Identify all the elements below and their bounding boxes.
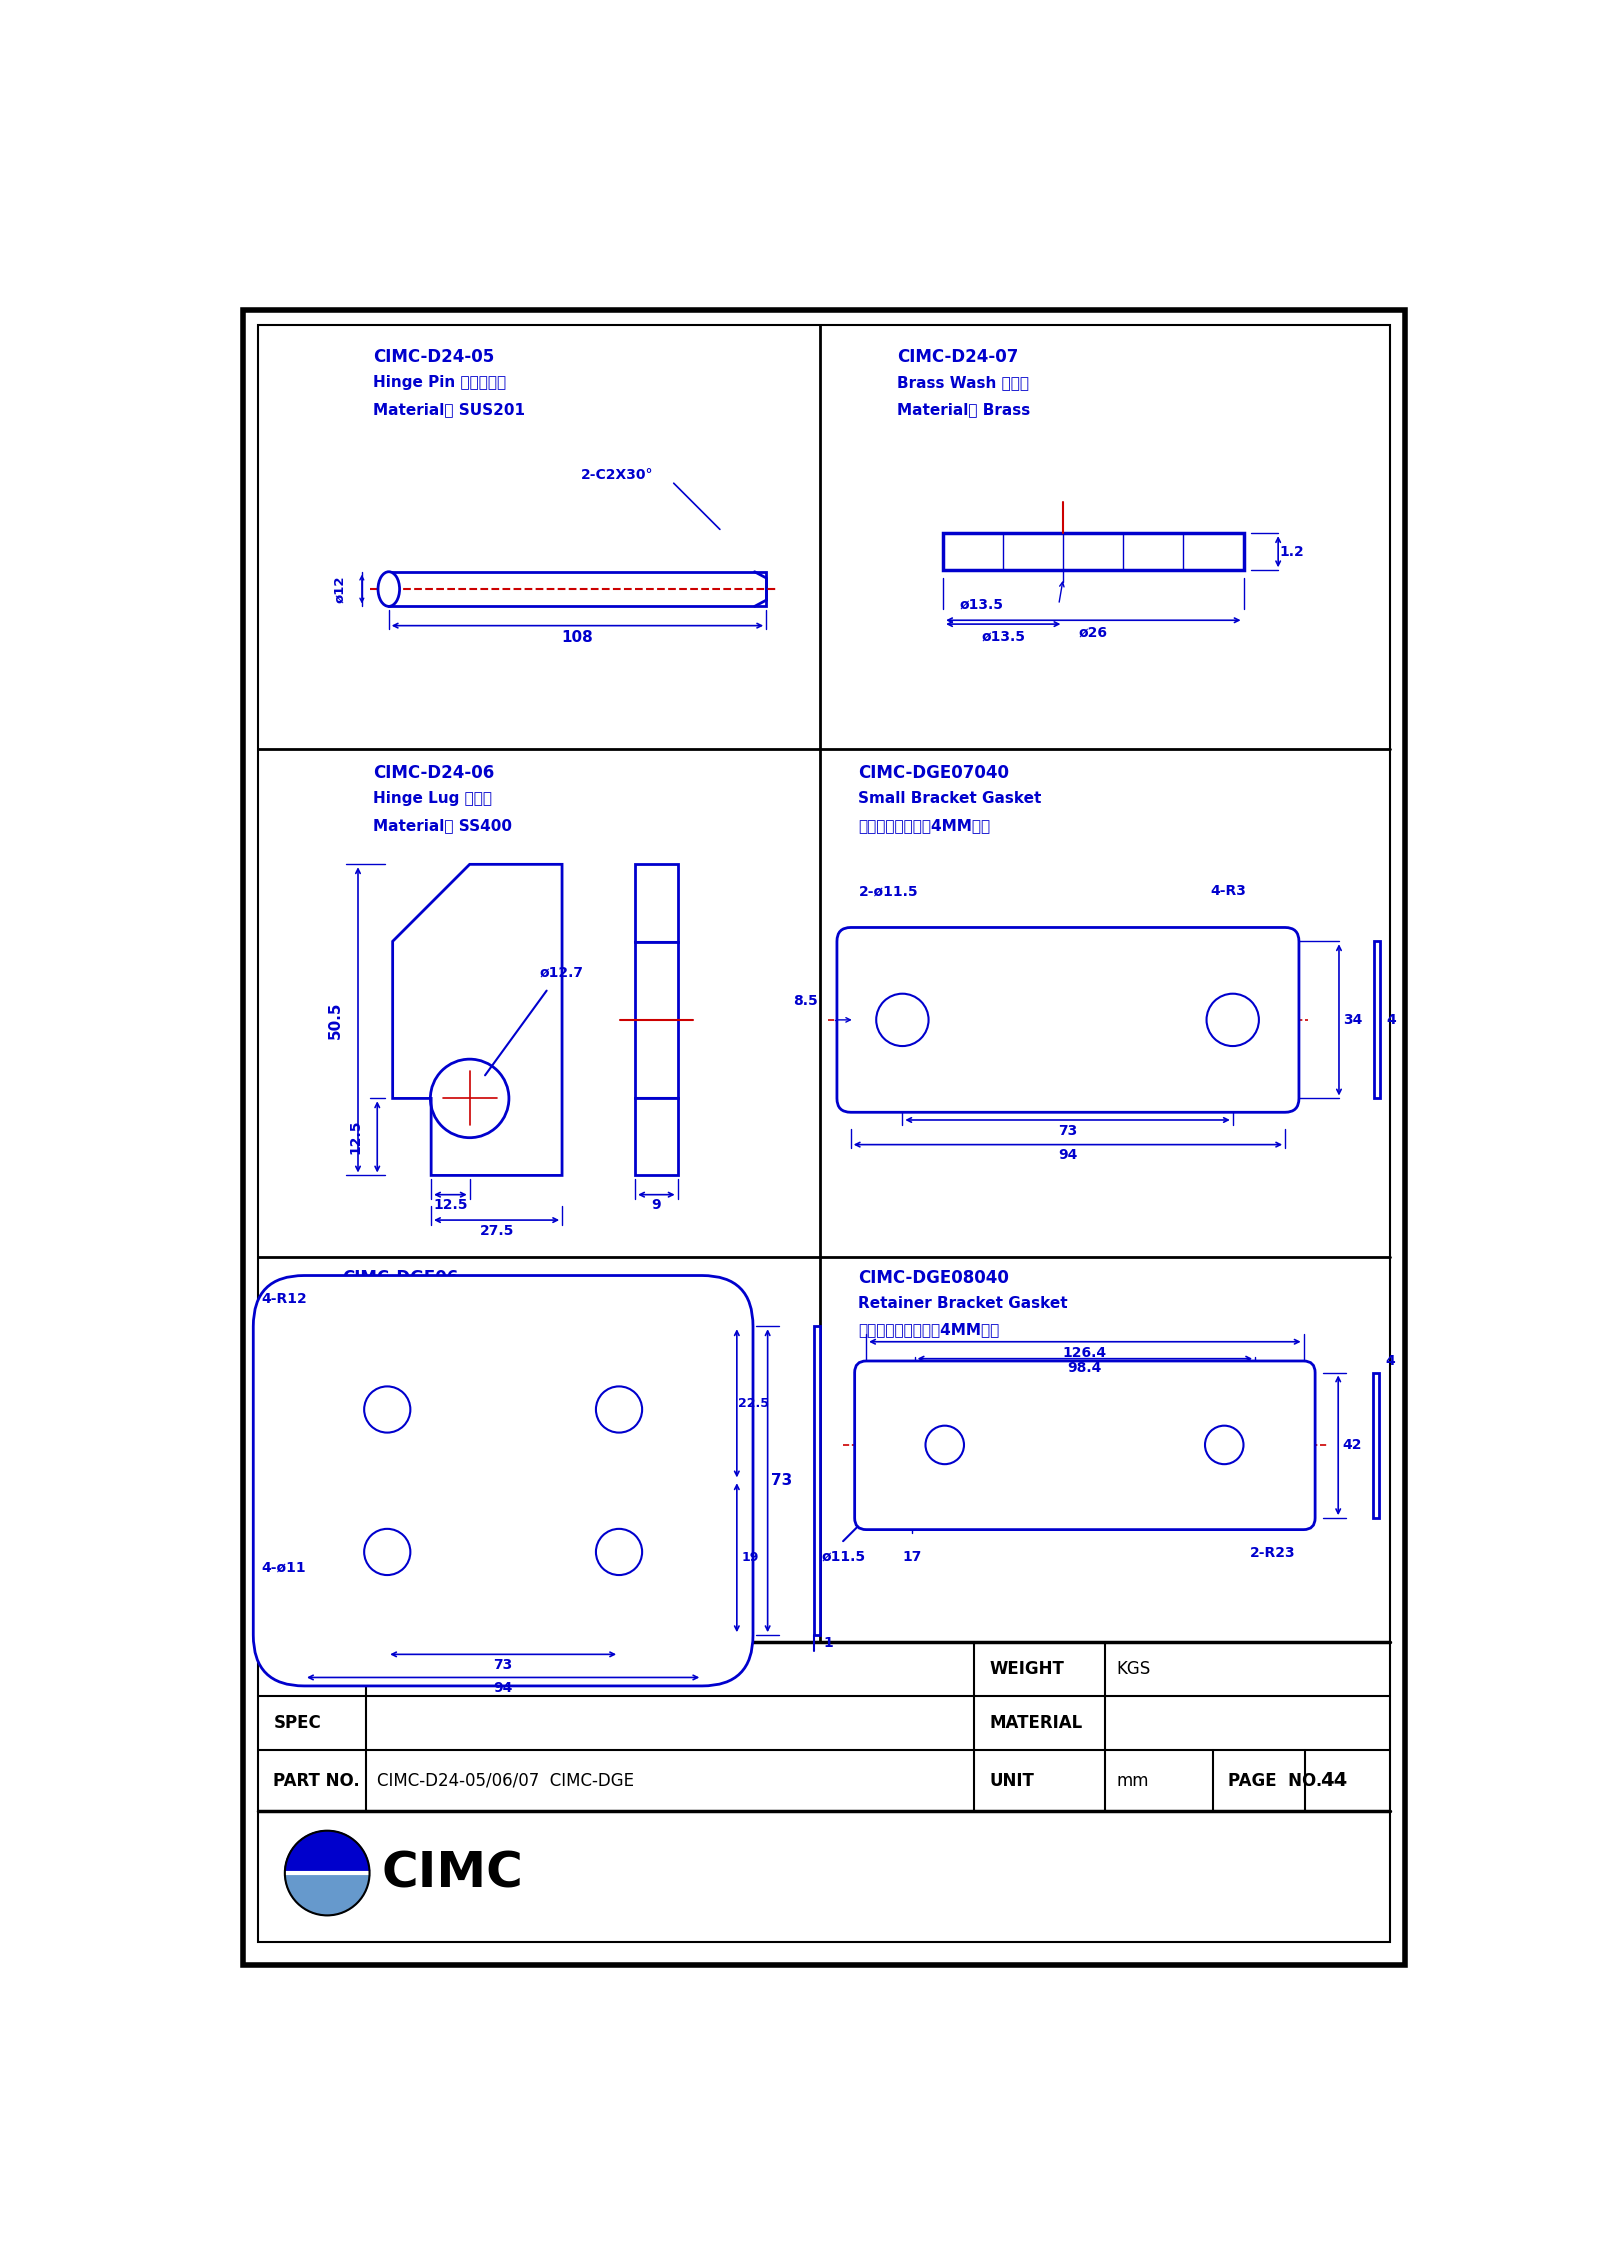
Text: 9: 9: [651, 1199, 661, 1212]
Text: 22.5: 22.5: [738, 1398, 770, 1409]
Text: 94: 94: [1058, 1149, 1078, 1163]
Text: 94: 94: [493, 1681, 514, 1694]
Text: ø12.7: ø12.7: [539, 966, 582, 979]
Text: KGS: KGS: [1117, 1660, 1150, 1678]
Text: 50.5: 50.5: [328, 1002, 342, 1038]
Ellipse shape: [378, 572, 400, 606]
Text: 98.4: 98.4: [1067, 1362, 1102, 1375]
Text: 12.5: 12.5: [349, 1120, 363, 1154]
Text: 42: 42: [1342, 1439, 1362, 1452]
Text: CIMC-D24-06: CIMC-D24-06: [373, 765, 494, 783]
Text: MATERIAL: MATERIAL: [989, 1715, 1083, 1733]
Text: 通用笱小托架垫（4MM厚）: 通用笱小托架垫（4MM厚）: [859, 819, 990, 832]
Text: 1.2: 1.2: [1280, 545, 1304, 559]
Bar: [944, 534, 1243, 570]
Text: 4-R3: 4-R3: [1211, 884, 1246, 898]
Text: 1: 1: [824, 1635, 834, 1649]
Text: 17: 17: [902, 1549, 922, 1563]
Text: 大托架垫: 大托架垫: [342, 1323, 379, 1337]
Text: 4-R12: 4-R12: [262, 1292, 307, 1307]
Bar: [915, 1382, 1254, 1509]
Text: 34: 34: [1342, 1013, 1363, 1027]
Text: Brass Wash 铜垫片: Brass Wash 铜垫片: [898, 375, 1029, 391]
Text: 12.5: 12.5: [434, 1199, 467, 1212]
Text: Hinge Lug 小吐耳: Hinge Lug 小吐耳: [373, 792, 493, 805]
Text: Accessary 配件: Accessary 配件: [378, 1660, 486, 1678]
Text: mm: mm: [1117, 1771, 1149, 1789]
Wedge shape: [285, 1873, 370, 1916]
Text: 73: 73: [1058, 1124, 1077, 1138]
Text: Retainer Bracket Gasket: Retainer Bracket Gasket: [859, 1296, 1069, 1310]
Bar: [635, 1097, 677, 1176]
Bar: [389, 572, 766, 606]
Text: 4-ø11: 4-ø11: [262, 1561, 306, 1574]
Text: CIMC-DGE06: CIMC-DGE06: [342, 1269, 459, 1287]
Bar: [1374, 941, 1379, 1099]
Text: 4: 4: [1386, 1355, 1395, 1369]
Text: CIMC-D24-05/06/07  CIMC-DGE: CIMC-D24-05/06/07 CIMC-DGE: [378, 1771, 634, 1789]
Text: UNIT: UNIT: [989, 1771, 1034, 1789]
FancyBboxPatch shape: [837, 927, 1299, 1113]
Text: PAGE  NO.: PAGE NO.: [1229, 1771, 1322, 1789]
Text: 73: 73: [771, 1473, 792, 1488]
Text: ø11.5: ø11.5: [821, 1549, 866, 1563]
Text: ø12: ø12: [333, 575, 347, 602]
Text: 8.5: 8.5: [794, 993, 818, 1007]
Wedge shape: [285, 1830, 370, 1873]
Text: 4: 4: [1386, 1013, 1395, 1027]
Text: ø13.5: ø13.5: [981, 629, 1026, 642]
Text: 108: 108: [562, 629, 594, 645]
Text: SPEC: SPEC: [274, 1715, 322, 1733]
Text: 19: 19: [742, 1552, 760, 1565]
Text: CIMC-D24-07: CIMC-D24-07: [898, 348, 1018, 366]
Text: 2-ø11.5: 2-ø11.5: [859, 884, 918, 898]
Text: 通用笱手柄托架垫（4MM厚）: 通用笱手柄托架垫（4MM厚）: [859, 1323, 1000, 1337]
Text: 73: 73: [493, 1658, 512, 1672]
Text: Small Bracket Gasket: Small Bracket Gasket: [859, 792, 1042, 805]
Text: Large Bracket Gasket: Large Bracket Gasket: [342, 1296, 526, 1310]
Text: CIMC-DGE08040: CIMC-DGE08040: [859, 1269, 1010, 1287]
Text: 126.4: 126.4: [1062, 1346, 1107, 1359]
Text: WEIGHT: WEIGHT: [989, 1660, 1064, 1678]
Text: Material： Brass: Material： Brass: [898, 403, 1030, 418]
Text: CIMC-DGE07040: CIMC-DGE07040: [859, 765, 1010, 783]
Bar: [635, 941, 677, 1097]
Text: PART NO.: PART NO.: [274, 1771, 360, 1789]
Bar: [1373, 1373, 1379, 1518]
Bar: [814, 1326, 819, 1635]
Text: CIMC: CIMC: [381, 1848, 523, 1898]
Bar: [635, 864, 677, 941]
Text: 2-R23: 2-R23: [1250, 1545, 1296, 1561]
Text: ø26: ø26: [1078, 627, 1107, 640]
Text: 2-C2X30°: 2-C2X30°: [581, 468, 654, 482]
Text: Material： SS400: Material： SS400: [373, 819, 512, 832]
Text: 44: 44: [1320, 1771, 1347, 1789]
Text: Hinge Pin 不锈锂插销: Hinge Pin 不锈锂插销: [373, 375, 507, 391]
Text: Material： SUS201: Material： SUS201: [373, 403, 525, 418]
Text: TITLE: TITLE: [274, 1660, 325, 1678]
FancyBboxPatch shape: [253, 1276, 754, 1685]
Text: CIMC-D24-05: CIMC-D24-05: [373, 348, 494, 366]
FancyBboxPatch shape: [854, 1362, 1315, 1529]
Text: 27.5: 27.5: [480, 1224, 514, 1237]
Text: ø13.5: ø13.5: [960, 597, 1003, 611]
